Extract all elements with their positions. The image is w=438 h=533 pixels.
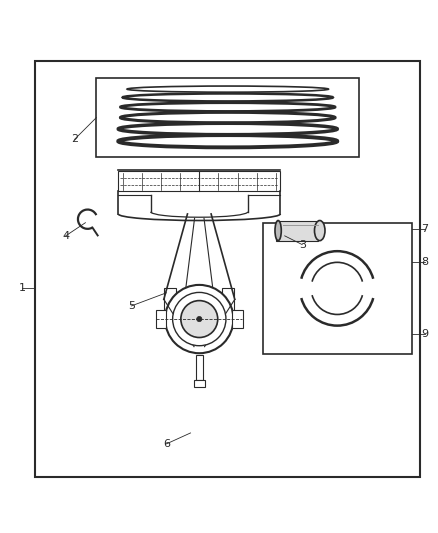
Bar xyxy=(223,288,234,325)
Text: 2: 2 xyxy=(71,134,78,144)
Text: 5: 5 xyxy=(128,301,135,311)
Text: 9: 9 xyxy=(421,329,428,340)
Bar xyxy=(35,61,420,477)
Circle shape xyxy=(173,293,226,346)
Bar xyxy=(196,356,203,379)
Text: 1: 1 xyxy=(18,284,25,293)
Bar xyxy=(164,288,176,325)
Text: 4: 4 xyxy=(62,231,69,241)
Ellipse shape xyxy=(275,221,281,241)
Text: 3: 3 xyxy=(299,240,306,249)
Text: 7: 7 xyxy=(421,224,428,235)
Bar xyxy=(118,172,280,191)
Bar xyxy=(263,223,412,354)
Bar xyxy=(276,221,318,241)
Text: 8: 8 xyxy=(421,257,428,267)
Circle shape xyxy=(197,317,202,322)
Text: 6: 6 xyxy=(163,439,170,449)
Circle shape xyxy=(165,285,233,353)
Bar xyxy=(156,310,166,328)
Circle shape xyxy=(181,301,218,337)
Bar xyxy=(194,379,205,387)
Ellipse shape xyxy=(314,221,325,241)
Bar xyxy=(96,78,359,157)
Bar xyxy=(232,310,243,328)
